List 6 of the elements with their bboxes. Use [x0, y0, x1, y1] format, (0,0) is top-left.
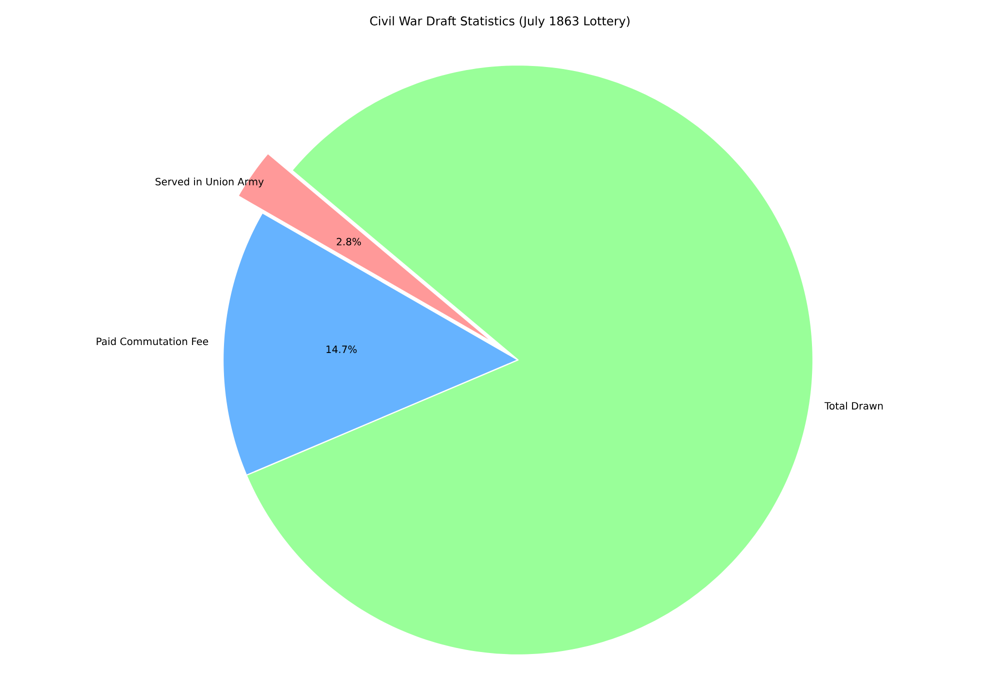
slice-label: Served in Union Army [156, 178, 264, 188]
slice-label: Total Drawn [824, 402, 883, 410]
data-label: 2.8% [336, 238, 361, 246]
chart-title: Civil War Draft Statistics (July 1863 Lottery) [370, 16, 630, 28]
data-label: 14.7% [326, 346, 357, 354]
slice-label: Paid Commutation Fee [96, 337, 208, 346]
